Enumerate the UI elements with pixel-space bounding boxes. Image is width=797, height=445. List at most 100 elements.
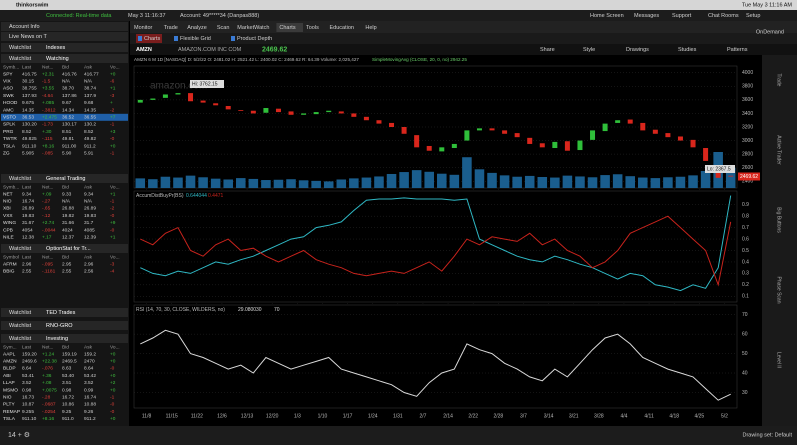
toolbar-action[interactable]: Patterns [727, 47, 748, 53]
cell: 0.98 [22, 387, 32, 393]
section-header[interactable] [1, 321, 128, 330]
y-tick-label: 3600 [742, 97, 753, 103]
subtab[interactable]: Charts [144, 36, 160, 42]
cell: 416.75 [22, 71, 37, 77]
right-strip [762, 55, 797, 426]
section-title: Watchlist [9, 176, 32, 182]
cell: 26.88 [62, 206, 74, 212]
candle [288, 111, 294, 115]
bottom-controls[interactable]: 14 + ⚙ [8, 431, 30, 439]
strip-tab[interactable]: Active Trader [776, 135, 782, 165]
cell: +7 [110, 114, 116, 120]
top-link[interactable]: Home Screen [590, 13, 624, 19]
toolbar-action[interactable]: Studies [678, 47, 697, 53]
toolbar-action[interactable]: Drawings [626, 47, 649, 53]
rsi-title: RSI (14, 70, 30, CLOSE, WILDERS, no) [136, 307, 225, 313]
y-tick-label: 0.7 [742, 225, 749, 231]
section-header[interactable] [1, 32, 128, 41]
volume-bar [675, 176, 686, 188]
column-header: Symb... [3, 64, 19, 70]
toolbar-action[interactable]: Share [540, 47, 555, 53]
watchlist-name: OptionStat for Tr... [46, 246, 91, 252]
indicator-title: AccumDistBuyPr(BS) [136, 193, 184, 199]
ondemand[interactable]: OnDemand [756, 29, 784, 35]
tab[interactable]: Help [365, 25, 376, 31]
cell: 12.39 [84, 234, 96, 240]
column-header: Sym... [3, 344, 17, 350]
cell: REMAP [3, 409, 20, 415]
subtab[interactable]: Flexible Grid [180, 36, 211, 42]
volume-bar [487, 172, 497, 188]
section-title: Live News on T [9, 34, 47, 40]
strip-tab[interactable]: Big Buttons [776, 207, 782, 233]
date-label: 12/20 [266, 413, 279, 419]
cell: -.1181 [42, 268, 56, 274]
rsi-panel [133, 304, 738, 409]
tab[interactable]: Analyze [187, 25, 207, 31]
cell: 10.87 [22, 402, 34, 408]
cell: -.085 [42, 150, 53, 156]
date-label: 3/7 [520, 413, 527, 419]
tab[interactable]: Monitor [134, 25, 153, 31]
section-header[interactable] [1, 54, 128, 63]
cell: -.095 [42, 261, 53, 267]
indicator-panel [133, 190, 738, 303]
cell: +.08 [42, 380, 52, 386]
section-header[interactable] [1, 334, 128, 343]
column-header: Last [22, 64, 32, 70]
cell: 8.52 [22, 129, 32, 135]
section-header[interactable] [1, 174, 128, 183]
candle [338, 111, 344, 114]
candle [451, 143, 457, 149]
tab[interactable]: Scan [217, 25, 230, 31]
hi-label: Hi: 3762.15 [192, 81, 218, 87]
section-header[interactable] [1, 22, 128, 31]
cell: 0.98 [62, 387, 72, 393]
tab[interactable]: MarketWatch [237, 25, 269, 31]
strip-tab[interactable]: Trade [776, 74, 782, 87]
volume-bar [524, 175, 535, 188]
cell: 38.755 [22, 86, 37, 92]
top-link[interactable]: Messages [634, 13, 659, 19]
y-tick-label: 2600 [742, 165, 753, 171]
tab[interactable]: Tools [306, 25, 319, 31]
volume-bar [700, 170, 711, 188]
clock: Tue May 3 11:16 AM [742, 2, 793, 8]
top-link[interactable]: Chat Rooms [708, 13, 739, 19]
volume-bar [286, 179, 296, 188]
section-header[interactable] [1, 43, 128, 52]
section-header[interactable] [1, 244, 128, 253]
cell: +3 [110, 129, 116, 135]
cell: -0 [110, 136, 115, 142]
watchlist-name: Investing [46, 336, 68, 342]
top-link[interactable]: Setup [746, 13, 760, 19]
column-header: Ask [84, 254, 93, 260]
cell: -1 [110, 394, 115, 400]
cell: +2.74 [42, 220, 54, 226]
top-link[interactable]: Support [672, 13, 692, 19]
cell: TSLA [3, 143, 16, 149]
cell: 9.255 [22, 409, 34, 415]
cell: +8.16 [42, 143, 54, 149]
tab[interactable]: Charts [279, 25, 295, 31]
strip-tab[interactable]: Level II [776, 352, 782, 368]
cell: 911.10 [22, 416, 37, 422]
candle [728, 175, 734, 177]
cell: 2.96 [84, 261, 94, 267]
cell: 4085 [84, 227, 95, 233]
tab[interactable]: Education [330, 25, 354, 31]
tab[interactable]: Trade [164, 25, 178, 31]
cell: 9.675 [22, 100, 34, 106]
volume-bar [210, 178, 221, 188]
toolbar-action[interactable]: Style [583, 47, 595, 53]
sidebar [0, 21, 129, 426]
y-tick-label: 50 [742, 351, 748, 357]
strip-tab[interactable]: Phase Scan [776, 277, 782, 304]
subtab[interactable]: Product Depth [237, 36, 272, 42]
volume-bar [663, 177, 673, 188]
cell: SPLK [3, 122, 16, 128]
cell: 911.2 [84, 143, 96, 149]
section-header[interactable] [1, 308, 128, 317]
cell: 416.77 [84, 71, 99, 77]
cell: +.09 [42, 191, 52, 197]
